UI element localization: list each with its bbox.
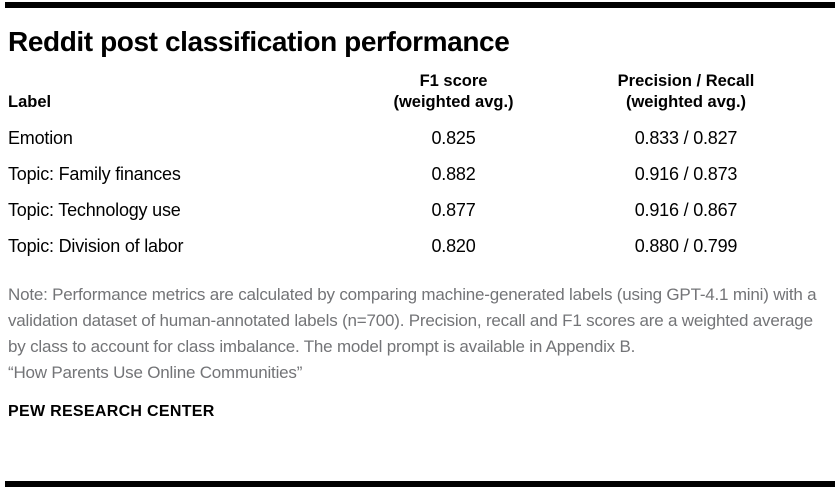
top-rule bbox=[5, 2, 835, 8]
f1-value: 0.882 bbox=[431, 163, 476, 184]
bottom-rule bbox=[5, 481, 835, 487]
performance-table: Label F1 score (weighted avg.) Precision… bbox=[8, 71, 832, 264]
column-header-precision-recall-subtitle: (weighted avg.) bbox=[625, 93, 747, 111]
column-header-f1: F1 score (weighted avg.) bbox=[346, 71, 561, 113]
column-header-label: Label bbox=[8, 93, 52, 111]
column-header-f1-subtitle: (weighted avg.) bbox=[393, 93, 514, 111]
row-label: Topic: Division of labor bbox=[8, 235, 184, 256]
table-row: Topic: Division of labor 0.820 0.880 / 0… bbox=[8, 228, 832, 264]
pew-research-center-wordmark: PEW RESEARCH CENTER bbox=[8, 403, 215, 420]
table-row: Topic: Technology use 0.877 0.916 / 0.86… bbox=[8, 192, 832, 228]
f1-value: 0.820 bbox=[431, 235, 476, 256]
precision-recall-value: 0.916 / 0.867 bbox=[634, 199, 738, 220]
row-label: Topic: Family finances bbox=[8, 163, 181, 184]
column-header-precision-recall: Precision / Recall (weighted avg.) bbox=[561, 71, 811, 113]
note-text: Note: Performance metrics are calculated… bbox=[8, 285, 817, 356]
f1-value: 0.877 bbox=[431, 199, 476, 220]
source-text: “How Parents Use Online Communities” bbox=[8, 363, 303, 382]
table-header-row: Label F1 score (weighted avg.) Precision… bbox=[8, 71, 832, 120]
precision-recall-value: 0.916 / 0.873 bbox=[634, 163, 738, 184]
column-header-precision-recall-title: Precision / Recall bbox=[617, 72, 755, 90]
precision-recall-value: 0.833 / 0.827 bbox=[634, 127, 738, 148]
page-title: Reddit post classification performance bbox=[8, 26, 510, 57]
column-header-f1-title: F1 score bbox=[419, 72, 488, 90]
precision-recall-value: 0.880 / 0.799 bbox=[634, 235, 738, 256]
f1-value: 0.825 bbox=[431, 127, 476, 148]
table-row: Topic: Family finances 0.882 0.916 / 0.8… bbox=[8, 156, 832, 192]
row-label: Topic: Technology use bbox=[8, 199, 181, 220]
row-label: Emotion bbox=[8, 127, 73, 148]
table-row: Emotion 0.825 0.833 / 0.827 bbox=[8, 120, 832, 156]
